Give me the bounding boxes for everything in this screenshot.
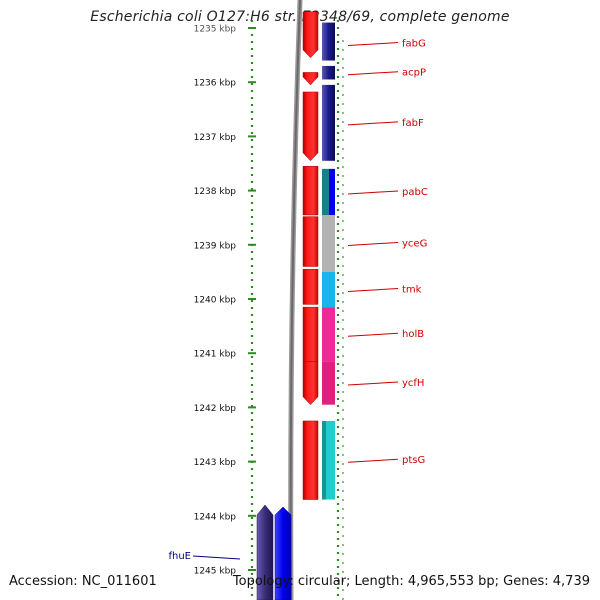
forward-gene-arrow: [302, 11, 319, 59]
forward-gene-arrow: [302, 72, 319, 86]
leader-line-ycfH: [347, 381, 399, 386]
position-dot-tracks: [250, 20, 344, 600]
forward-gene-arrow: [302, 216, 319, 267]
gene-label-ptsG: ptsG: [402, 455, 425, 466]
gene-arrow-fhuE-purple: [256, 504, 274, 600]
gene-arrow-fhuE-blue: [274, 506, 292, 600]
leader-line-acpP: [347, 71, 399, 76]
gene-label-ycfH: ycfH: [402, 378, 424, 389]
gene-label-pabC: pabC: [402, 187, 428, 198]
gene-block-ptsG-edge: [322, 420, 326, 500]
leader-line-fhuE: [192, 555, 241, 560]
ruler-tick-label: 1239 kbp: [194, 241, 237, 251]
gene-label-yceG: yceG: [402, 238, 427, 249]
ruler-tick-label: 1242 kbp: [194, 404, 237, 414]
genome-summary: Topology: circular; Length: 4,965,553 bp…: [232, 574, 590, 589]
gene-block-tmk: [322, 271, 335, 308]
ruler-tick-label: 1241 kbp: [194, 350, 237, 360]
ruler-tick-label: 1235 kbp: [194, 25, 237, 35]
ruler-tick-label: 1243 kbp: [194, 458, 237, 468]
gene-label-fhuE: fhuE: [168, 551, 191, 562]
ruler-tick-label: 1236 kbp: [194, 79, 237, 89]
gene-labels: fabG acpP fabF pabC yceG tmk holB ycfH ptsG fhuE: [168, 39, 427, 562]
accession-label: Accession: NC_011601: [9, 574, 157, 589]
ruler-tick-label: 1238 kbp: [194, 187, 237, 197]
gene-label-fabG: fabG: [402, 39, 426, 50]
leader-line-tmk: [347, 288, 399, 293]
leader-line-pabC: [347, 190, 399, 195]
forward-gene-arrow: [302, 165, 319, 216]
gene-block-fabF: [322, 84, 335, 161]
forward-gene-arrow: [302, 420, 319, 500]
kbp-ruler: 1235 kbp 1236 kbp 1237 kbp 1238 kbp 1239 kbp…: [194, 25, 256, 577]
forward-gene-arrow: [302, 306, 319, 362]
gene-block-pabC-right: [329, 168, 335, 215]
leader-line-fabG: [347, 42, 399, 47]
gene-block-acpP: [322, 65, 335, 80]
gene-block-yceG: [322, 214, 335, 272]
ruler-tick-label: 1240 kbp: [194, 296, 237, 306]
gene-label-acpP: acpP: [402, 68, 426, 79]
gene-block-pabC-left: [322, 168, 329, 215]
forward-gene-arrow: [302, 268, 319, 305]
gene-label-holB: holB: [402, 329, 424, 340]
leader-line-fabF: [347, 121, 399, 126]
genome-backbone: [288, 0, 303, 600]
gene-block-fabG: [322, 22, 335, 61]
gene-tracks: [256, 11, 335, 600]
gene-label-fabF: fabF: [402, 118, 424, 129]
gene-block-ycfH: [322, 361, 335, 405]
leader-line-holB: [347, 332, 399, 337]
forward-gene-arrow: [302, 91, 319, 162]
gene-block-holB: [322, 307, 335, 362]
ruler-tick-label: 1244 kbp: [194, 512, 237, 522]
leader-line-yceG: [347, 241, 399, 246]
gene-label-tmk: tmk: [402, 285, 422, 296]
ruler-tick-label: 1237 kbp: [194, 133, 237, 143]
ruler-tick-label: 1245 kbp: [194, 567, 237, 577]
leader-line-ptsG: [347, 458, 399, 463]
forward-gene-arrow: [302, 361, 319, 406]
